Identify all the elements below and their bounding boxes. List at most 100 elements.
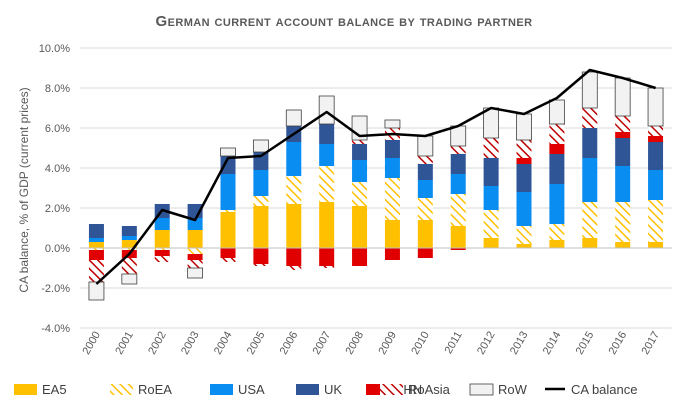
bar-segment-row-2009 bbox=[384, 119, 401, 129]
bar-segment-roea-2008 bbox=[352, 182, 368, 206]
bar-segment-chn-2000 bbox=[88, 250, 104, 260]
bar-segment-roasia-2015 bbox=[582, 108, 598, 128]
bar-segment-roasia-2010 bbox=[417, 156, 433, 164]
bar-segment-uk-2010 bbox=[417, 164, 433, 180]
bar-segment-chn-2017 bbox=[648, 136, 664, 142]
bar-segment-row-2005 bbox=[252, 139, 269, 153]
legend-label-ea5: EA5 bbox=[42, 382, 67, 397]
bar-segment-usa-2009 bbox=[384, 158, 400, 178]
bar-segment-chn-2005 bbox=[253, 248, 269, 264]
x-tick-label: 2016 bbox=[607, 330, 630, 357]
ca-balance-line bbox=[95, 68, 656, 285]
bar-segment-usa-2006 bbox=[286, 142, 302, 176]
bar-segment-chn-2004 bbox=[220, 248, 236, 258]
bar-segment-row-2006 bbox=[285, 109, 302, 127]
bar-segment-roasia-2001 bbox=[121, 258, 137, 274]
bar-segment-roasia-2005 bbox=[253, 264, 269, 266]
legend-label-row: RoW bbox=[498, 382, 528, 397]
bar-segment-chn-2002 bbox=[154, 250, 170, 256]
x-tick-label: 2012 bbox=[475, 329, 498, 356]
bar-segment-roasia-2013 bbox=[516, 140, 532, 158]
bar-segment-roea-2002 bbox=[154, 248, 170, 250]
bar-segment-ea5-2012 bbox=[483, 238, 499, 248]
bar-segment-uk-2011 bbox=[450, 154, 466, 174]
bar-segment-usa-2010 bbox=[417, 180, 433, 198]
bar-segment-ea5-2010 bbox=[417, 220, 433, 248]
bar-segment-row-2015 bbox=[581, 71, 598, 109]
bar-segment-ea5-2017 bbox=[648, 242, 664, 248]
y-tick-label: 6.0% bbox=[45, 123, 70, 135]
x-tick-label: 2007 bbox=[311, 330, 334, 357]
x-tick-label: 2015 bbox=[574, 330, 597, 357]
bar-segment-ea5-2002 bbox=[154, 230, 170, 248]
bar-segment-usa-2008 bbox=[352, 160, 368, 182]
bar-segment-ea5-2011 bbox=[450, 226, 466, 248]
y-tick-label: 2.0% bbox=[45, 203, 70, 215]
bar-segment-row-2013 bbox=[516, 113, 532, 141]
bar-segment-roasia-2002 bbox=[154, 256, 170, 262]
legend-swatch-roea bbox=[110, 384, 133, 395]
bar-segment-chn-2013 bbox=[516, 158, 532, 164]
bar-segment-ea5-2016 bbox=[615, 242, 631, 248]
bar-segment-ea5-2015 bbox=[582, 238, 598, 248]
bar-segment-usa-2005 bbox=[253, 170, 269, 196]
x-tick-label: 2003 bbox=[179, 330, 202, 357]
bar-segment-row-2014 bbox=[548, 99, 565, 125]
legend-swatch-chn bbox=[366, 384, 389, 395]
bar-segment-row-2016 bbox=[614, 77, 631, 117]
legend-swatch-usa bbox=[210, 384, 233, 395]
bar-segment-usa-2002 bbox=[154, 218, 170, 230]
bar-segment-uk-2009 bbox=[384, 140, 400, 158]
bar-segment-row-2001 bbox=[121, 273, 138, 285]
x-axis-ticks: 2000 2001 2002 2003 2004 2005 2006 2007 2008 2009… bbox=[80, 329, 662, 356]
bar-segment-ea5-2000 bbox=[88, 242, 104, 248]
bar-segment-usa-2017 bbox=[648, 170, 664, 200]
bar-segment-roea-2013 bbox=[516, 226, 532, 244]
bar-segment-usa-2007 bbox=[319, 144, 335, 166]
bar-segment-roasia-2017 bbox=[648, 126, 664, 136]
bar-segment-roasia-2003 bbox=[187, 260, 203, 268]
legend-label-ca-balance: CA balance bbox=[571, 382, 638, 397]
legend-label-roea: RoEA bbox=[138, 382, 172, 397]
bar-segment-ea5-2009 bbox=[384, 220, 400, 248]
bar-segment-usa-2003 bbox=[187, 218, 203, 230]
legend-label-usa: USA bbox=[238, 382, 265, 397]
bar-segment-row-2003 bbox=[187, 267, 204, 279]
bar-segment-uk-2017 bbox=[648, 142, 664, 170]
bar-segment-row-2004 bbox=[220, 147, 236, 157]
bar-segment-roasia-2007 bbox=[319, 266, 335, 268]
y-tick-label: 4.0% bbox=[45, 163, 70, 175]
legend-label-roasia: RoAsia bbox=[408, 382, 451, 397]
x-tick-label: 2002 bbox=[146, 330, 169, 357]
x-tick-label: 2013 bbox=[508, 330, 531, 357]
bar-segment-uk-2007 bbox=[319, 124, 335, 144]
bar-segment-roea-2015 bbox=[582, 202, 598, 238]
bar-segment-uk-2012 bbox=[483, 158, 499, 186]
bar-segment-chn-2010 bbox=[417, 248, 433, 258]
x-tick-label: 2010 bbox=[409, 330, 432, 357]
x-tick-label: 2017 bbox=[640, 330, 663, 357]
bar-segment-usa-2004 bbox=[220, 174, 236, 210]
bar-segment-roea-2005 bbox=[253, 196, 269, 206]
y-tick-label: -4.0% bbox=[41, 323, 70, 335]
bar-segment-chn-2003 bbox=[187, 254, 203, 260]
bar-segment-ea5-2013 bbox=[516, 244, 532, 248]
bar-segment-chn-2008 bbox=[352, 248, 368, 266]
bar-segment-ea5-2003 bbox=[187, 230, 203, 248]
gridlines bbox=[80, 47, 672, 329]
bar-segment-roea-2014 bbox=[549, 224, 565, 240]
y-axis-ticks: -4.0% -2.0% 0.0% 2.0% 4.0% 6.0% 8.0% 10.0% bbox=[39, 43, 70, 335]
bar-segment-roasia-2011 bbox=[450, 146, 466, 154]
bar-segment-ea5-2007 bbox=[319, 202, 335, 248]
bar-segment-roasia-2014 bbox=[549, 124, 565, 144]
bar-segment-row-2007 bbox=[318, 95, 335, 125]
bar-segment-roea-2016 bbox=[615, 202, 631, 242]
y-tick-label: -2.0% bbox=[41, 283, 70, 295]
bar-segment-ea5-2006 bbox=[286, 204, 302, 248]
bars bbox=[88, 71, 664, 301]
bar-segment-usa-2012 bbox=[483, 186, 499, 210]
legend-label-uk: UK bbox=[324, 382, 342, 397]
bar-segment-ea5-2004 bbox=[220, 212, 236, 248]
